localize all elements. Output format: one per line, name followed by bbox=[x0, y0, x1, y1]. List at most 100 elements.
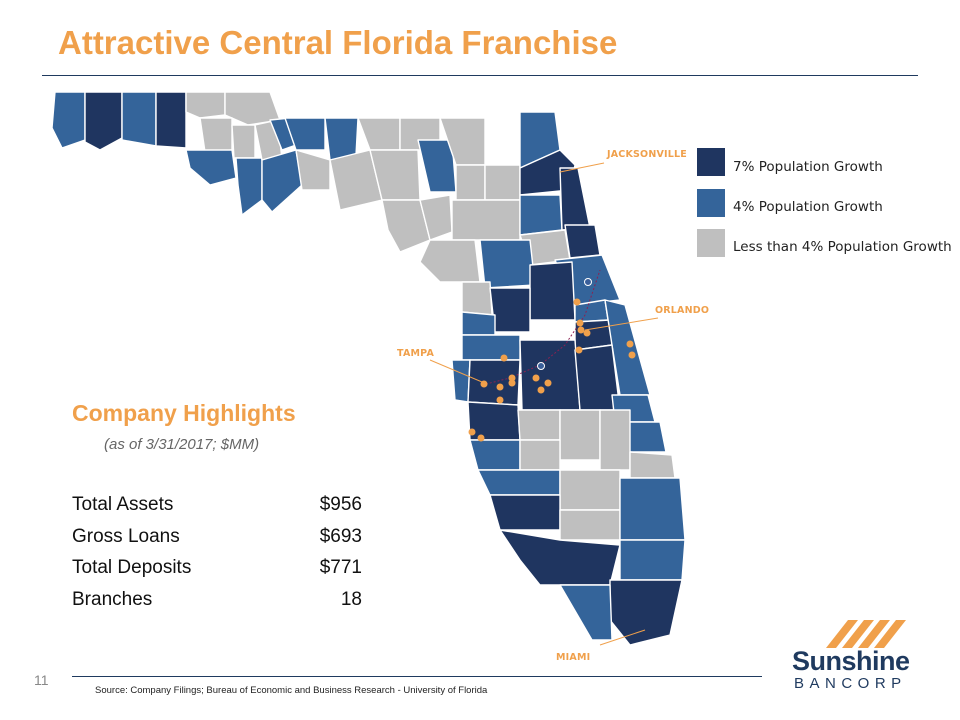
legend-swatch-4pct bbox=[697, 189, 725, 217]
county-hendry bbox=[559, 509, 621, 541]
county-wakulla bbox=[295, 149, 331, 191]
county-monroe bbox=[559, 584, 613, 641]
branch-dot bbox=[496, 383, 504, 391]
county-dixie bbox=[381, 199, 431, 253]
highlights-table: Total Assets $956 Gross Loans $693 Total… bbox=[72, 494, 362, 620]
city-label-jacksonville: JACKSONVILLE bbox=[607, 149, 687, 160]
highlight-row-total-assets: Total Assets $956 bbox=[72, 494, 362, 526]
county-st-johns bbox=[559, 167, 591, 231]
branch-dot bbox=[577, 326, 585, 334]
orlando-leader-line bbox=[584, 317, 659, 331]
county-calhoun bbox=[231, 124, 256, 159]
branch-dot bbox=[496, 396, 504, 404]
county-palm-beach bbox=[619, 477, 686, 541]
jacksonville-leader-line bbox=[559, 162, 605, 173]
highlight-row-branches: Branches 18 bbox=[72, 589, 362, 621]
county-union bbox=[455, 164, 486, 201]
highlight-value: $956 bbox=[319, 494, 362, 515]
county-clay bbox=[519, 194, 563, 236]
branch-dot bbox=[575, 346, 583, 354]
city-label-miami: MIAMI bbox=[556, 652, 591, 663]
interstate-shield-icon bbox=[584, 278, 592, 286]
logo-subtitle: BANCORP bbox=[794, 675, 907, 692]
county-franklin bbox=[261, 149, 303, 213]
county-hamilton bbox=[357, 117, 401, 151]
logo-name: Sunshine bbox=[792, 646, 910, 676]
branch-dot bbox=[532, 374, 540, 382]
county-bradford bbox=[484, 164, 521, 201]
branch-dot bbox=[537, 386, 545, 394]
county-martin bbox=[629, 451, 676, 479]
county-holmes bbox=[185, 91, 226, 119]
tampa-leader-line bbox=[429, 359, 483, 383]
source-note: Source: Company Filings; Bureau of Econo… bbox=[95, 685, 488, 696]
branch-dot bbox=[573, 298, 581, 306]
highlight-label: Gross Loans bbox=[72, 525, 180, 547]
page-number: 11 bbox=[34, 672, 49, 688]
branch-dot bbox=[626, 340, 634, 348]
county-marion bbox=[479, 239, 536, 289]
county-miami-dade bbox=[609, 579, 683, 646]
county-highlands bbox=[559, 409, 601, 461]
slide-title: Attractive Central Florida Franchise bbox=[58, 24, 618, 61]
interstate-shield-icon bbox=[537, 362, 545, 370]
county-charlotte bbox=[477, 469, 561, 496]
county-sumter bbox=[489, 287, 531, 333]
county-hernando bbox=[461, 311, 496, 336]
county-gulf bbox=[235, 157, 263, 216]
county-walton bbox=[155, 91, 187, 149]
branch-dot bbox=[628, 351, 636, 359]
highlight-value: $771 bbox=[319, 557, 362, 578]
legend-label-7pct: 7% Population Growth bbox=[733, 159, 883, 175]
title-divider bbox=[42, 75, 918, 76]
branch-dot bbox=[480, 380, 488, 388]
county-santa-rosa bbox=[84, 91, 123, 151]
county-polk bbox=[519, 339, 581, 411]
branch-dot bbox=[508, 374, 516, 382]
highlight-label: Total Deposits bbox=[72, 557, 192, 578]
highlight-label: Total Assets bbox=[72, 494, 174, 515]
highlights-subtitle: (as of 3/31/2017; $MM) bbox=[104, 436, 260, 453]
county-pasco bbox=[461, 334, 521, 361]
county-broward bbox=[619, 539, 686, 581]
legend-label-less-4pct: Less than 4% Population Growth bbox=[733, 239, 952, 255]
city-label-tampa: TAMPA bbox=[397, 348, 434, 359]
county-okaloosa bbox=[121, 91, 157, 147]
legend-swatch-7pct bbox=[697, 148, 725, 176]
county-bay bbox=[185, 149, 237, 186]
branch-dot bbox=[468, 428, 476, 436]
footer-divider bbox=[72, 676, 762, 677]
county-alachua bbox=[451, 199, 521, 241]
miami-leader-line bbox=[599, 629, 646, 646]
highway-i4-line bbox=[481, 269, 601, 386]
highlight-value: $693 bbox=[319, 525, 362, 547]
county-hardee bbox=[517, 409, 561, 441]
branch-dot bbox=[508, 379, 516, 387]
county-lake bbox=[529, 261, 576, 321]
county-escambia bbox=[51, 91, 86, 149]
county-manatee bbox=[467, 401, 521, 441]
highlight-row-total-deposits: Total Deposits $771 bbox=[72, 557, 362, 589]
branch-dot bbox=[583, 329, 591, 337]
legend-swatch-less-4pct bbox=[697, 229, 725, 257]
county-sarasota bbox=[469, 439, 521, 471]
county-citrus bbox=[461, 281, 493, 316]
highlight-row-gross-loans: Gross Loans $693 bbox=[72, 526, 362, 558]
county-pinellas bbox=[451, 359, 471, 403]
city-label-orlando: ORLANDO bbox=[655, 305, 710, 316]
county-desoto bbox=[519, 439, 561, 471]
highlight-value: 18 bbox=[340, 588, 362, 610]
highlights-title: Company Highlights bbox=[72, 400, 296, 426]
county-lee bbox=[489, 494, 561, 531]
county-levy bbox=[419, 239, 481, 283]
branch-locations bbox=[468, 298, 636, 442]
county-washington bbox=[199, 117, 233, 153]
county-okeechobee bbox=[599, 409, 631, 471]
branch-dot bbox=[544, 379, 552, 387]
branch-dot bbox=[576, 319, 584, 327]
highlight-label: Branches bbox=[72, 588, 153, 610]
legend-label-4pct: 4% Population Growth bbox=[733, 199, 883, 215]
county-leon bbox=[284, 117, 326, 151]
sunshine-logo-rays bbox=[826, 620, 906, 648]
